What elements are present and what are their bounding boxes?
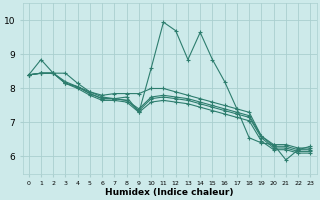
X-axis label: Humidex (Indice chaleur): Humidex (Indice chaleur) [105,188,234,197]
